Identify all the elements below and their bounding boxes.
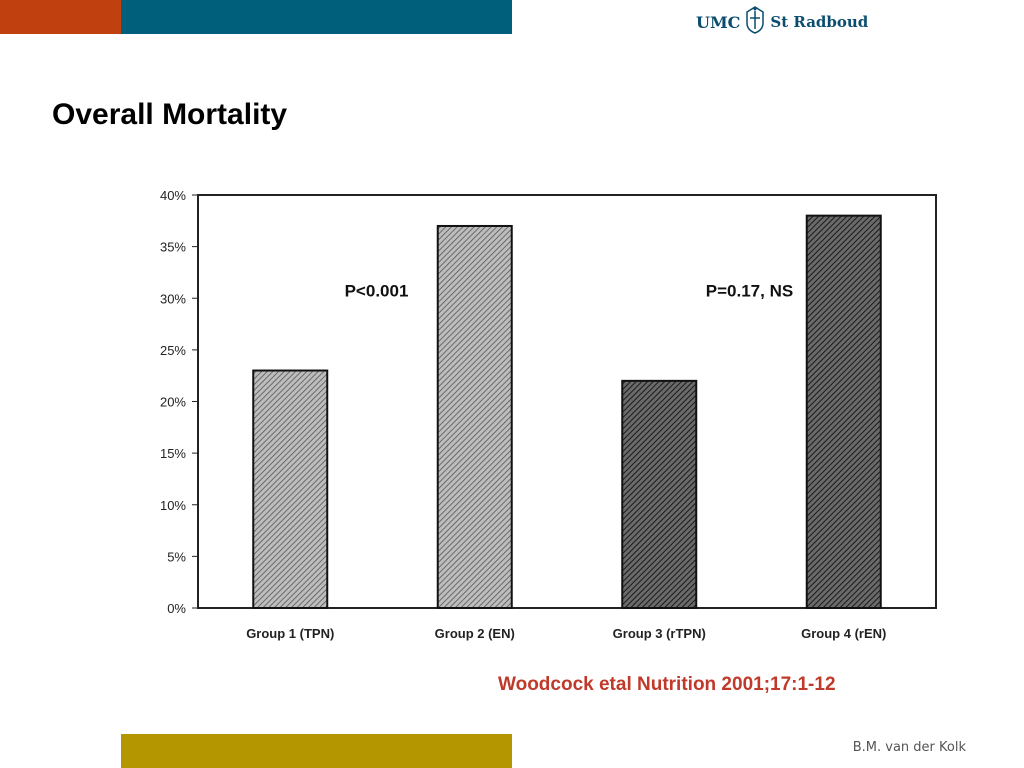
radboud-crest-icon [744,5,766,40]
chart-svg: 0% 5% 10% 15% 20% 25% 30% 35% 40% Group 1 (TPN) G… [160,188,937,641]
p-value-annotation-2: P=0.17, NS [706,281,793,300]
umc-logo: UMC St Radboud [696,4,871,40]
p-value-annotation-1: P<0.001 [345,281,409,300]
x-category-label: Group 1 (TPN) [246,626,334,641]
y-tick-label: 40% [160,188,186,203]
logo-text-radboud: St Radboud [770,13,869,31]
x-category-label: Group 2 (EN) [435,626,515,641]
slide-title: Overall Mortality [52,98,288,131]
bar-group-3 [621,379,698,609]
bar-group-1 [252,369,329,609]
logo-text-umc: UMC [696,12,741,32]
citation: Woodcock etal Nutrition 2001;17:1-12 [498,674,836,695]
bar-group-4 [805,214,882,610]
y-tick-label: 5% [167,549,186,564]
x-category-label: Group 4 (rEN) [801,626,886,641]
header-accent-teal [121,0,512,34]
y-tick-label: 15% [160,446,186,461]
plot-area-frame [197,194,937,609]
y-tick-label: 35% [160,240,186,255]
x-category-label: Group 3 (rTPN) [613,626,706,641]
y-tick-label: 25% [160,343,186,358]
mortality-bar-chart: 0% 5% 10% 15% 20% 25% 30% 35% 40% Group 1 (TPN) G… [130,180,950,650]
y-tick-label: 30% [160,291,186,306]
y-tick-label: 10% [160,498,186,513]
y-tick-label: 0% [167,601,186,616]
y-tick-label: 20% [160,395,186,410]
bar-group-2 [436,224,513,609]
header-accent-orange [0,0,121,34]
author-credit: B.M. van der Kolk [852,740,966,755]
footer-accent-gold [121,734,512,768]
